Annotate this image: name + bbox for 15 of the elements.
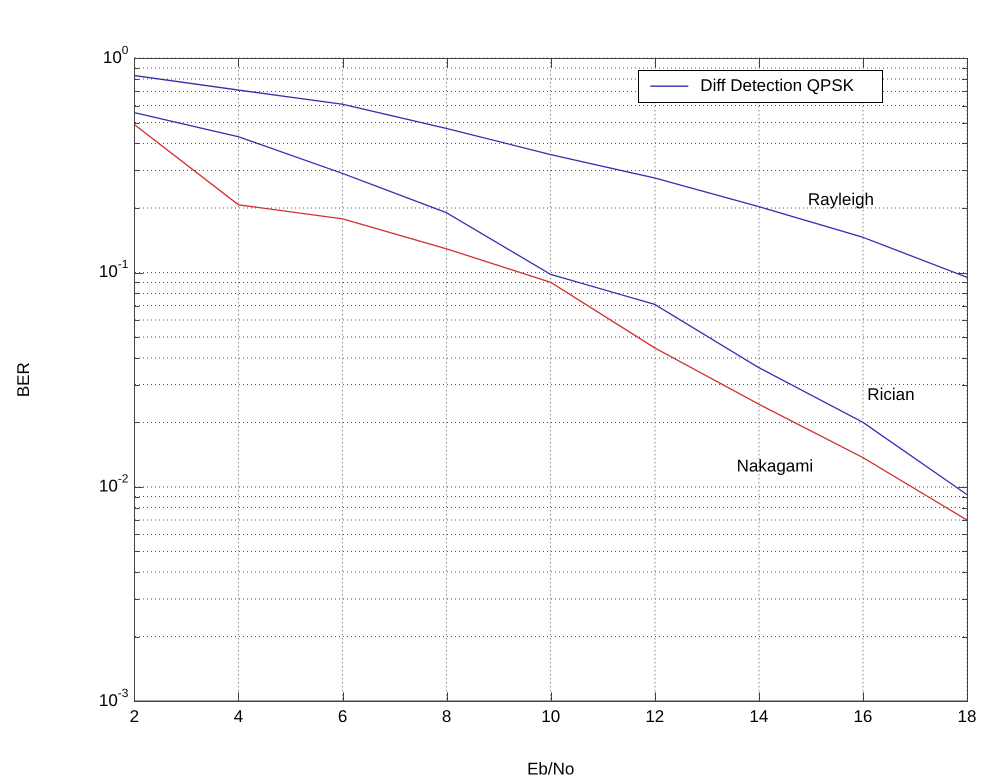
legend-label: Diff Detection QPSK: [700, 76, 855, 95]
x-axis-title: Eb/No: [527, 759, 574, 778]
annotation: Rician: [867, 385, 915, 404]
x-tick-label: 14: [749, 706, 768, 726]
annotation: Rayleigh: [808, 190, 874, 209]
x-tick-label: 12: [645, 706, 664, 726]
x-tick-label: 2: [130, 706, 140, 726]
y-axis-title: BER: [14, 362, 33, 398]
x-tick-label: 8: [442, 706, 452, 726]
annotation: Nakagami: [736, 456, 814, 476]
x-tick-label: 4: [234, 706, 244, 726]
x-tick-label: 6: [338, 706, 348, 726]
x-tick-label: 10: [541, 706, 560, 726]
x-tick-label: 18: [958, 706, 976, 726]
x-tick-label: 16: [853, 706, 872, 726]
